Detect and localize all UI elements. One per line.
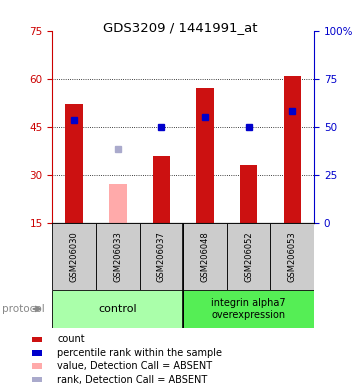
- Text: GSM206053: GSM206053: [288, 231, 297, 282]
- Bar: [153, 156, 170, 223]
- Text: percentile rank within the sample: percentile rank within the sample: [57, 348, 222, 358]
- Bar: [52, 290, 183, 328]
- Text: integrin alpha7
overexpression: integrin alpha7 overexpression: [211, 298, 286, 320]
- Bar: [52, 223, 96, 290]
- Text: count: count: [57, 334, 85, 344]
- Text: GSM206033: GSM206033: [113, 231, 122, 282]
- Bar: [240, 165, 257, 223]
- Bar: [140, 223, 183, 290]
- Text: GSM206048: GSM206048: [200, 231, 209, 282]
- Text: control: control: [99, 304, 137, 314]
- Bar: [32, 363, 42, 369]
- Bar: [270, 223, 314, 290]
- Bar: [32, 337, 42, 342]
- Text: rank, Detection Call = ABSENT: rank, Detection Call = ABSENT: [57, 374, 208, 384]
- Text: GSM206052: GSM206052: [244, 231, 253, 281]
- Bar: [109, 184, 126, 223]
- Text: GSM206030: GSM206030: [70, 231, 79, 282]
- Bar: [183, 290, 314, 328]
- Text: protocol: protocol: [2, 304, 44, 314]
- Bar: [32, 377, 42, 382]
- Bar: [65, 104, 83, 223]
- Bar: [96, 223, 140, 290]
- Bar: [196, 88, 214, 223]
- Bar: [227, 223, 270, 290]
- Text: GDS3209 / 1441991_at: GDS3209 / 1441991_at: [103, 21, 258, 34]
- Bar: [32, 350, 42, 356]
- Bar: [283, 76, 301, 223]
- Text: GSM206037: GSM206037: [157, 231, 166, 282]
- Bar: [183, 223, 227, 290]
- Text: value, Detection Call = ABSENT: value, Detection Call = ABSENT: [57, 361, 213, 371]
